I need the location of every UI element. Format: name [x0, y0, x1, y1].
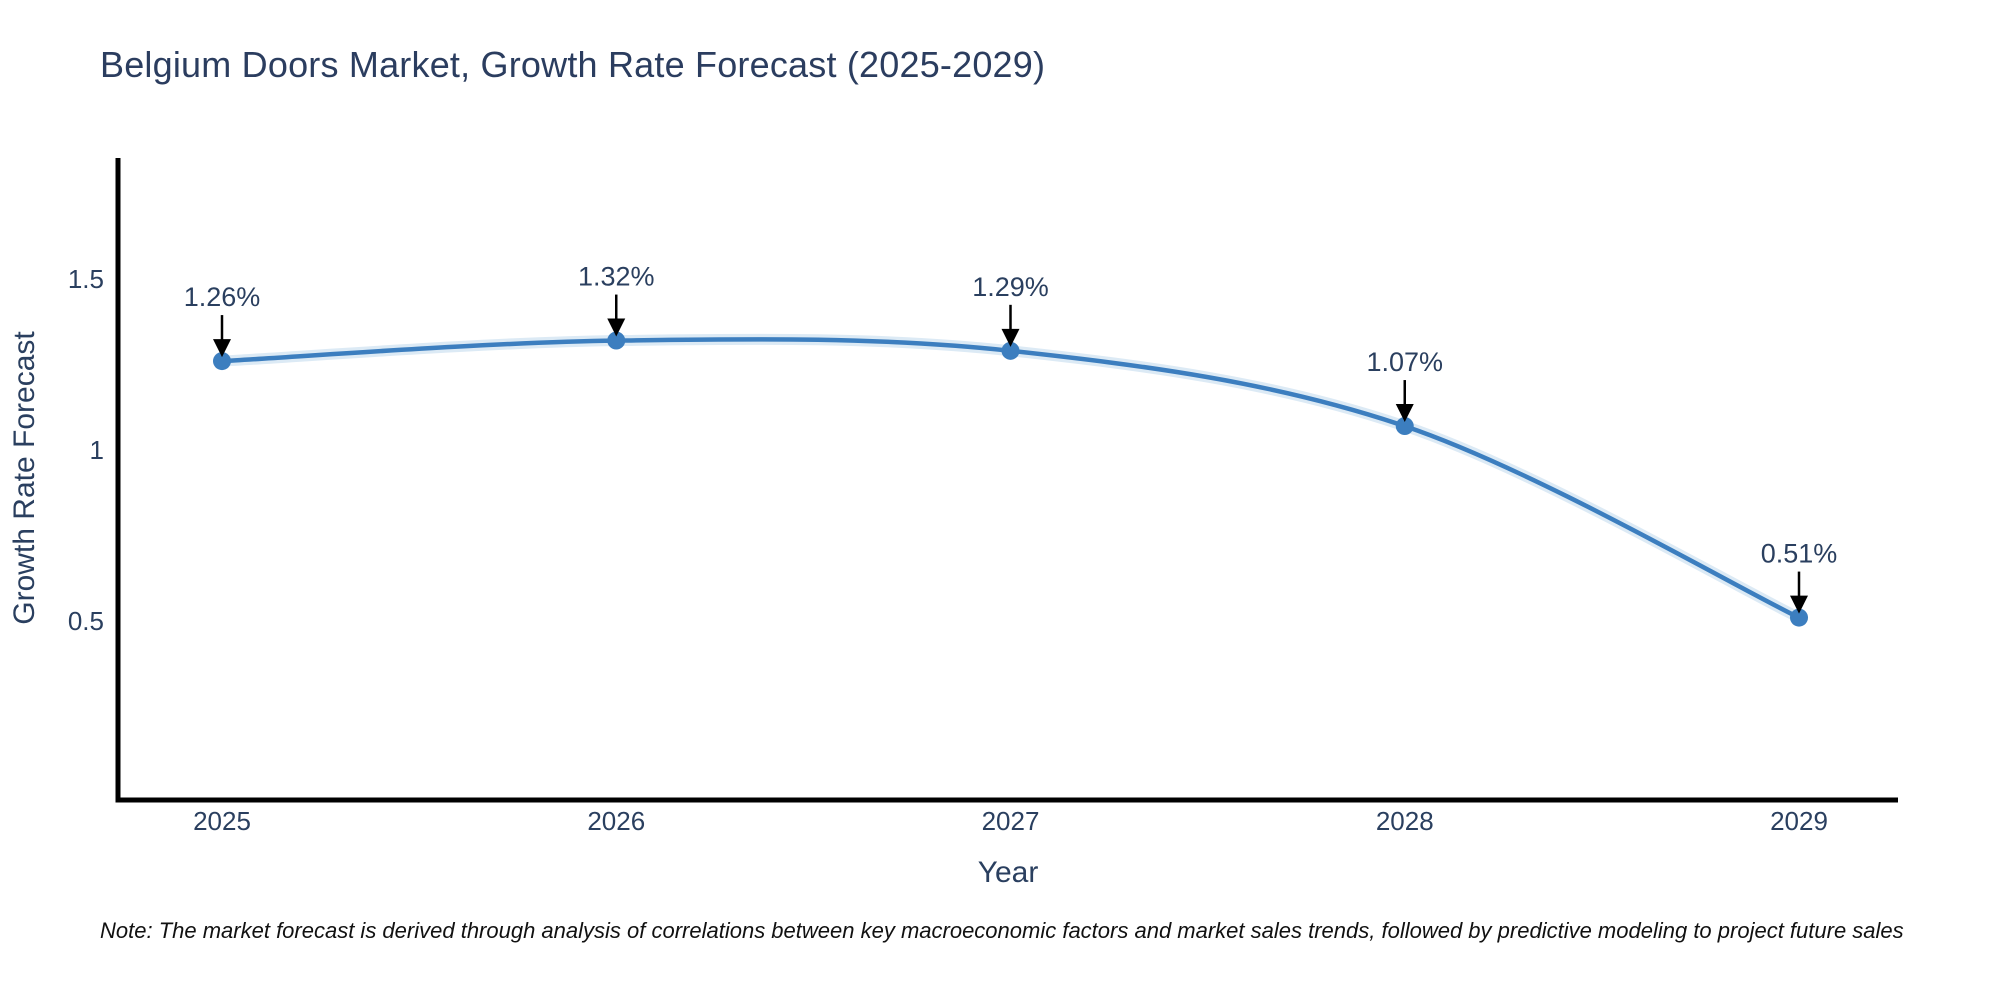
- annotation-arrowhead: [1001, 328, 1020, 347]
- trend-line: [219, 337, 1802, 620]
- footnote: Note: The market forecast is derived thr…: [100, 918, 1904, 943]
- point-value-label: 1.07%: [1366, 347, 1443, 377]
- x-axis-title: Year: [977, 856, 1039, 889]
- point-value-label: 0.51%: [1761, 539, 1838, 569]
- annotation-arrowhead: [1395, 404, 1414, 423]
- x-tick-label: 2029: [1770, 806, 1828, 836]
- y-tick-label: 1: [90, 435, 104, 465]
- point-value-label: 1.32%: [578, 262, 655, 292]
- point-value-label: 1.26%: [184, 282, 261, 312]
- annotation-arrowhead: [607, 318, 626, 337]
- data-point-2025: [213, 352, 231, 371]
- y-tick-label: 1.5: [68, 264, 104, 294]
- y-tick-label: 0.5: [68, 606, 104, 636]
- data-point-2027: [1001, 341, 1020, 360]
- point-value-label: 1.29%: [972, 272, 1049, 302]
- y-axis-title: Growth Rate Forecast: [8, 331, 41, 625]
- data-point-2026: [607, 331, 626, 350]
- trend-line-halo: [221, 333, 1802, 623]
- data-point-2028: [1395, 417, 1414, 436]
- data-point-2029: [1790, 608, 1808, 627]
- chart-title: Belgium Doors Market, Growth Rate Foreca…: [100, 44, 1046, 85]
- x-tick-label: 2025: [193, 806, 251, 836]
- annotation-arrowhead: [1790, 595, 1808, 614]
- x-tick-label: 2027: [982, 806, 1040, 836]
- x-tick-label: 2028: [1376, 806, 1434, 836]
- x-tick-label: 2026: [587, 806, 645, 836]
- annotation-arrowhead: [213, 339, 231, 358]
